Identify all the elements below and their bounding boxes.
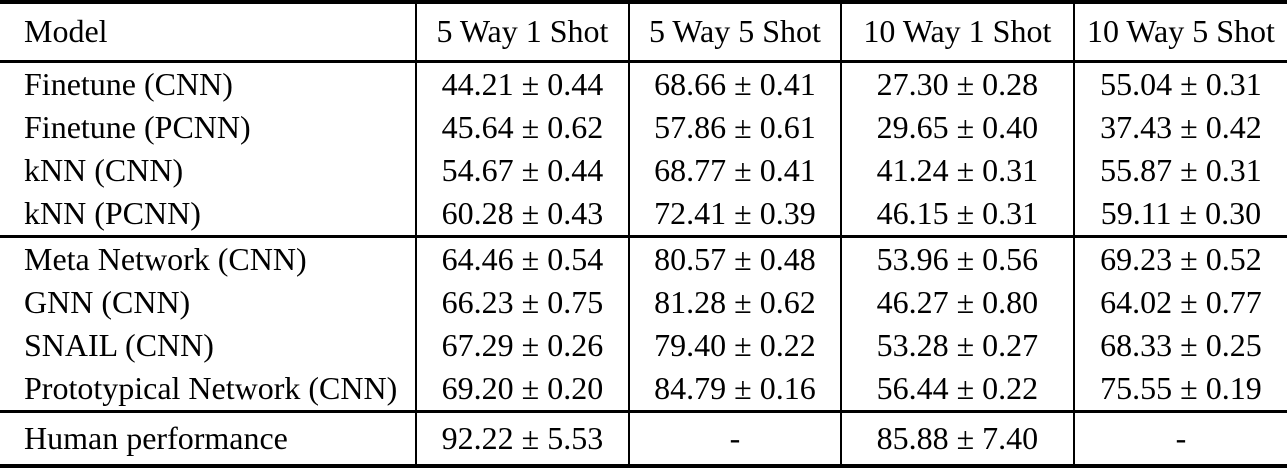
score-cell: 29.65 ± 0.40 (839, 106, 1074, 149)
score-cell: 46.15 ± 0.31 (839, 192, 1074, 238)
score-cell: 56.44 ± 0.22 (839, 367, 1074, 413)
model-name-cell: SNAIL (CNN) (24, 326, 214, 363)
score-cell: 64.02 ± 0.77 (1072, 281, 1287, 324)
score-cell: 85.88 ± 7.40 (839, 411, 1074, 466)
column-header-5-way-1-shot: 5 Way 1 Shot (414, 2, 629, 63)
table-row-knn-cnn: kNN (CNN) 54.67 ± 0.44 68.77 ± 0.41 41.2… (0, 149, 1287, 192)
model-name-cell: Prototypical Network (CNN) (0, 367, 416, 413)
score-cell: 69.23 ± 0.52 (1072, 236, 1287, 281)
score-cell: 92.22 ± 5.53 (414, 411, 629, 466)
score-cell: 44.21 ± 0.44 (414, 61, 629, 106)
header-row: Model 5 Way 1 Shot 5 Way 5 Shot 10 Way 1… (0, 2, 1287, 63)
column-header-5-way-5-shot: 5 Way 5 Shot (627, 2, 841, 63)
score-cell: 46.27 ± 0.80 (839, 281, 1074, 324)
score-cell: 69.20 ± 0.20 (414, 367, 629, 413)
score-cell: 55.87 ± 0.31 (1072, 149, 1287, 192)
column-header-10-way-1-shot: 10 Way 1 Shot (839, 2, 1074, 63)
table-row-human-performance: Human performance 92.22 ± 5.53 - 85.88 ±… (0, 411, 1287, 466)
score-cell: 53.96 ± 0.56 (839, 236, 1074, 281)
model-name-cell: Human performance (24, 419, 288, 456)
score-cell: 81.28 ± 0.62 (627, 281, 841, 324)
score-cell: 80.57 ± 0.48 (627, 236, 841, 281)
score-cell: 55.04 ± 0.31 (1072, 61, 1287, 106)
score-cell: - (1072, 411, 1287, 466)
table-row-finetune-cnn: Finetune (CNN) 44.21 ± 0.44 68.66 ± 0.41… (0, 61, 1287, 106)
model-name-cell: Finetune (CNN) (24, 65, 233, 102)
score-cell: 75.55 ± 0.19 (1072, 367, 1287, 413)
model-name-cell: kNN (PCNN) (0, 192, 416, 238)
model-name-cell: Meta Network (CNN) (24, 240, 307, 277)
score-cell: 84.79 ± 0.16 (627, 367, 841, 413)
score-cell: 68.66 ± 0.41 (627, 61, 841, 106)
score-cell: 66.23 ± 0.75 (414, 281, 629, 324)
score-cell: 68.33 ± 0.25 (1072, 324, 1287, 367)
table-row-knn-pcnn: kNN (PCNN) 60.28 ± 0.43 72.41 ± 0.39 46.… (0, 192, 1287, 238)
table-row-snail-cnn: SNAIL (CNN) 67.29 ± 0.26 79.40 ± 0.22 53… (0, 324, 1287, 367)
table-body: Finetune (CNN) 44.21 ± 0.44 68.66 ± 0.41… (0, 61, 1287, 466)
model-name-cell: kNN (CNN) (24, 151, 184, 188)
table-row-prototypical-network-cnn: Prototypical Network (CNN) 69.20 ± 0.20 … (0, 367, 1287, 413)
score-cell: 57.86 ± 0.61 (627, 106, 841, 149)
score-cell: 54.67 ± 0.44 (414, 149, 629, 192)
score-cell: 68.77 ± 0.41 (627, 149, 841, 192)
table-header: Model 5 Way 1 Shot 5 Way 5 Shot 10 Way 1… (0, 2, 1287, 63)
score-cell: 37.43 ± 0.42 (1072, 106, 1287, 149)
table-row-finetune-pcnn: Finetune (PCNN) 45.64 ± 0.62 57.86 ± 0.6… (0, 106, 1287, 149)
score-cell: 64.46 ± 0.54 (414, 236, 629, 281)
table-row-gnn-cnn: GNN (CNN) 66.23 ± 0.75 81.28 ± 0.62 46.2… (0, 281, 1287, 324)
model-name-cell: Finetune (PCNN) (24, 108, 251, 145)
score-cell: 72.41 ± 0.39 (627, 192, 841, 238)
column-header-model: Model (0, 2, 416, 63)
score-cell: - (627, 411, 841, 466)
score-cell: 41.24 ± 0.31 (839, 149, 1074, 192)
column-header-10-way-5-shot: 10 Way 5 Shot (1072, 2, 1287, 63)
score-cell: 27.30 ± 0.28 (839, 61, 1074, 106)
score-cell: 59.11 ± 0.30 (1072, 192, 1287, 238)
score-cell: 53.28 ± 0.27 (839, 324, 1074, 367)
score-cell: 45.64 ± 0.62 (414, 106, 629, 149)
model-name-cell: GNN (CNN) (24, 283, 191, 320)
score-cell: 60.28 ± 0.43 (414, 192, 629, 238)
score-cell: 67.29 ± 0.26 (414, 324, 629, 367)
table-row-meta-network-cnn: Meta Network (CNN) 64.46 ± 0.54 80.57 ± … (0, 236, 1287, 281)
score-cell: 79.40 ± 0.22 (627, 324, 841, 367)
